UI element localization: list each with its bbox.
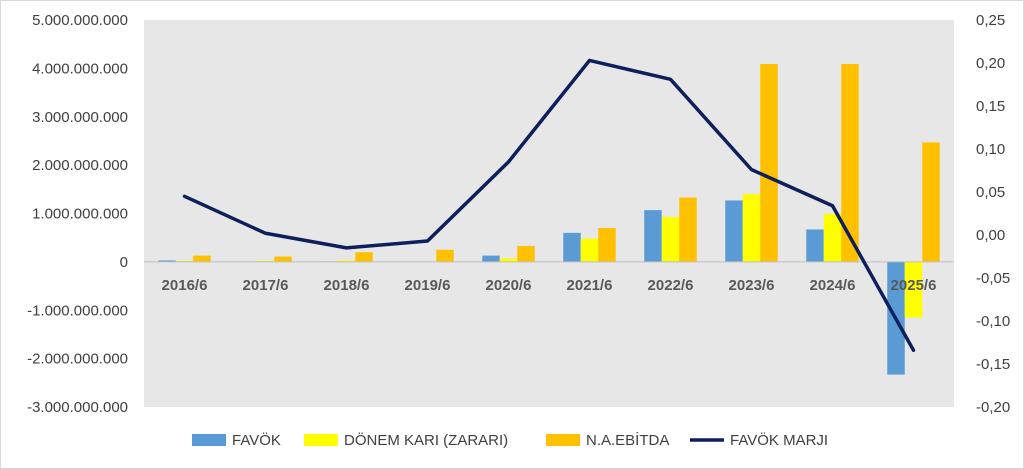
bar-2-3	[436, 249, 454, 262]
left-axis-tick-label: -1.000.000.000	[27, 302, 128, 319]
x-axis-tick-label: 2022/6	[648, 277, 694, 294]
favok-marji-line	[182, 58, 916, 352]
line-series	[182, 58, 916, 352]
bar-2-4	[517, 245, 535, 262]
bar-2-8	[841, 64, 859, 262]
bar-1-8	[823, 213, 842, 262]
x-axis-tick-label: 2019/6	[405, 277, 451, 294]
legend: FAVÖK DÖNEM KARI (ZARARI) N.A.EBİTDA FAVÖK …	[192, 431, 828, 449]
left-axis: -3.000.000.000 -2.000.000.000 -1.000.000.0…	[27, 12, 128, 416]
left-axis-tick-label: 5.000.000.000	[32, 12, 128, 29]
bar-1-2	[337, 260, 356, 262]
bar-1-5	[580, 238, 599, 262]
bar-2-0	[193, 255, 211, 262]
bar-series	[158, 64, 940, 375]
left-axis-tick-label: -3.000.000.000	[27, 399, 128, 416]
bar-2-6	[679, 197, 697, 262]
right-axis-tick-label: 0,15	[976, 98, 1005, 115]
x-axis-tick-label: 2020/6	[486, 277, 532, 294]
legend-swatch	[546, 434, 580, 446]
x-axis-tick-label: 2025/6	[891, 277, 937, 294]
right-axis-tick-label: -0,20	[976, 399, 1010, 416]
x-axis-tick-label: 2017/6	[243, 277, 289, 294]
x-axis-tick-label: 2018/6	[324, 277, 370, 294]
right-axis-tick-label: 0,20	[976, 55, 1005, 72]
right-axis-tick-label: -0,05	[976, 270, 1010, 287]
right-axis: -0,20 -0,15 -0,10 -0,05 0,00 0,05 0,10 0,15 0,20…	[976, 12, 1010, 416]
bar-1-4	[499, 258, 518, 262]
bar-1-9	[904, 261, 923, 318]
right-axis-tick-label: -0,10	[976, 313, 1010, 330]
bar-0-0	[158, 260, 176, 262]
bar-0-5	[563, 232, 581, 262]
legend-swatch	[192, 434, 226, 446]
left-axis-tick-label: 2.000.000.000	[32, 157, 128, 174]
x-axis: 2016/6 2017/6 2018/6 2019/6 2020/6 2021/6 2022…	[162, 277, 937, 294]
left-axis-tick-label: -2.000.000.000	[27, 351, 128, 368]
left-axis-tick-label: 3.000.000.000	[32, 109, 128, 126]
bar-1-6	[661, 216, 680, 262]
bar-2-5	[598, 228, 616, 262]
right-axis-tick-label: 0,00	[976, 227, 1005, 244]
bar-0-7	[725, 200, 743, 262]
x-axis-tick-label: 2023/6	[729, 277, 775, 294]
legend-swatch	[304, 434, 338, 446]
right-axis-tick-label: -0,15	[976, 356, 1010, 373]
legend-label: FAVÖK MARJI	[730, 431, 828, 449]
bar-2-7	[760, 64, 778, 262]
left-axis-tick-label: 4.000.000.000	[32, 60, 128, 77]
bar-0-6	[644, 210, 662, 262]
bar-0-4	[482, 255, 500, 262]
left-axis-tick-label: 1.000.000.000	[32, 206, 128, 223]
plot-area	[144, 20, 954, 407]
right-axis-tick-label: 0,10	[976, 141, 1005, 158]
right-axis-tick-label: 0,25	[976, 12, 1005, 29]
x-axis-tick-label: 2024/6	[810, 277, 856, 294]
bar-0-8	[806, 229, 824, 262]
bar-2-9	[922, 142, 940, 262]
legend-label: DÖNEM KARI (ZARARI)	[344, 431, 508, 449]
legend-label: FAVÖK	[232, 431, 281, 449]
left-axis-tick-label: 0	[120, 254, 128, 271]
right-axis-tick-label: 0,05	[976, 184, 1005, 201]
x-axis-tick-label: 2016/6	[162, 277, 208, 294]
bar-2-1	[274, 256, 292, 262]
legend-label: N.A.EBİTDA	[586, 431, 669, 449]
bar-1-7	[742, 194, 761, 262]
bar-2-2	[355, 252, 373, 262]
x-axis-tick-label: 2021/6	[567, 277, 613, 294]
